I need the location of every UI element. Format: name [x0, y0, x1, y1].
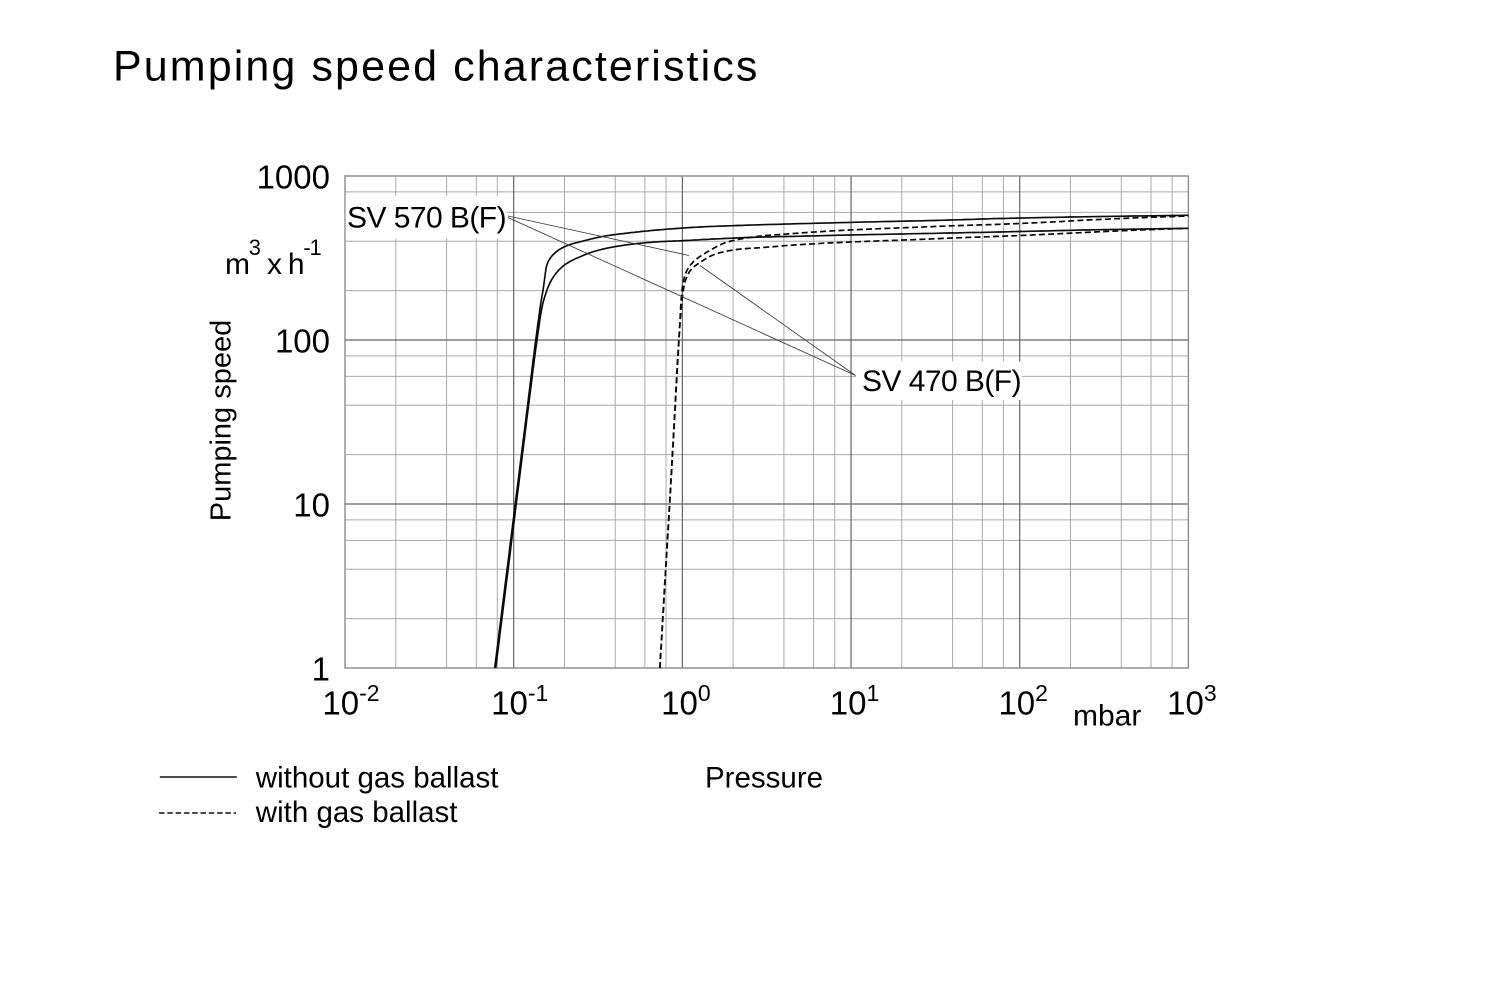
- svg-text:SV 470 B(F): SV 470 B(F): [862, 365, 1021, 398]
- svg-text:10: 10: [293, 487, 330, 524]
- svg-text:100: 100: [275, 323, 330, 360]
- svg-text:SV 570 B(F): SV 570 B(F): [347, 202, 506, 235]
- svg-text:without gas ballast: without gas ballast: [255, 762, 499, 795]
- svg-text:Pumping speed characteristics: Pumping speed characteristics: [113, 43, 759, 91]
- svg-text:10-1: 10-1: [491, 680, 548, 722]
- svg-text:Pumping speed: Pumping speed: [206, 320, 238, 522]
- svg-text:1: 1: [312, 651, 330, 688]
- svg-text:with gas ballast: with gas ballast: [255, 796, 458, 829]
- svg-text:Pressure: Pressure: [705, 762, 823, 795]
- svg-text:1000: 1000: [257, 159, 330, 196]
- svg-text:103: 103: [1167, 680, 1217, 722]
- svg-text:mbar: mbar: [1073, 700, 1141, 733]
